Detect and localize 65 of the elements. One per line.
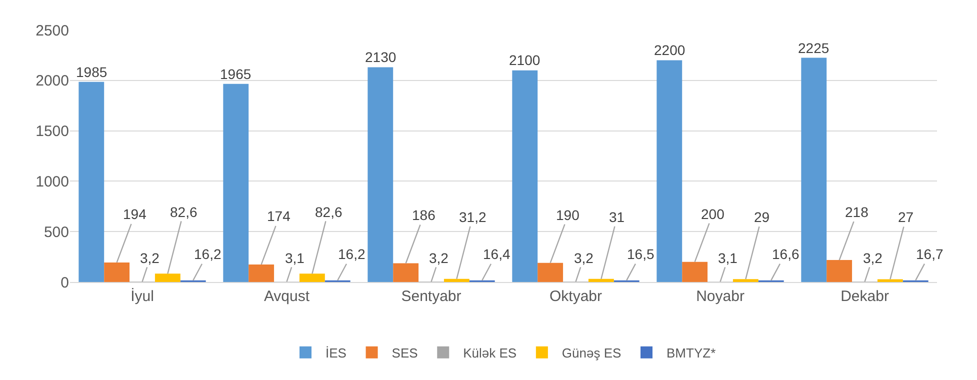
data-label: 3,2 xyxy=(574,250,594,266)
bar xyxy=(656,60,682,282)
x-tick-label: Oktyabr xyxy=(549,288,602,305)
data-label: 16,6 xyxy=(772,246,800,262)
bar xyxy=(368,67,394,282)
data-label: 3,1 xyxy=(285,250,305,266)
y-tick-label: 2000 xyxy=(36,72,69,90)
bar xyxy=(512,70,538,282)
y-tick-label: 1500 xyxy=(36,123,69,140)
bar xyxy=(104,262,130,282)
bar xyxy=(801,58,827,282)
legend-label: İES xyxy=(326,345,347,360)
data-label: 194 xyxy=(123,206,147,222)
data-label: 16,2 xyxy=(338,246,366,262)
legend-label: SES xyxy=(392,345,418,360)
data-label: 2130 xyxy=(365,49,396,65)
legend-label: Günəş ES xyxy=(562,345,622,360)
bar xyxy=(154,274,180,282)
data-label: 1965 xyxy=(220,66,252,82)
bar xyxy=(588,278,614,282)
x-tick-label: Avqust xyxy=(264,288,310,305)
data-label: 190 xyxy=(556,207,580,223)
legend-label: BMTYZ* xyxy=(666,345,716,360)
x-tick-label: Noyabr xyxy=(696,288,744,305)
data-label: 16,2 xyxy=(194,246,222,262)
bar xyxy=(682,262,708,282)
bar xyxy=(223,84,249,282)
data-label: 16,4 xyxy=(483,246,510,262)
legend-label: Külək ES xyxy=(463,345,517,360)
data-label: 3,2 xyxy=(429,250,449,266)
data-label: 3,2 xyxy=(863,250,883,266)
data-label: 3,1 xyxy=(718,250,738,266)
data-label: 186 xyxy=(412,207,436,223)
x-tick-label: Sentyabr xyxy=(401,288,462,305)
data-label: 3,2 xyxy=(140,250,160,266)
bar xyxy=(826,260,852,282)
data-label: 27 xyxy=(898,209,914,225)
bar xyxy=(299,274,325,282)
x-tick-label: İyul xyxy=(130,287,154,305)
data-label: 82,6 xyxy=(315,204,342,220)
data-label: 31,2 xyxy=(459,209,486,225)
bar xyxy=(732,279,758,282)
data-label: 2100 xyxy=(509,52,540,68)
data-label: 200 xyxy=(701,206,725,222)
y-tick-label: 1000 xyxy=(36,173,69,190)
data-label: 1985 xyxy=(76,64,108,80)
data-label: 218 xyxy=(845,204,869,220)
data-label: 2200 xyxy=(654,42,686,58)
data-label: 2225 xyxy=(798,40,830,56)
data-label: 29 xyxy=(754,209,770,225)
y-tick-label: 2500 xyxy=(36,22,69,40)
data-label: 174 xyxy=(267,208,291,224)
data-label: 82,6 xyxy=(170,204,198,220)
bar xyxy=(393,263,419,282)
bar xyxy=(877,279,903,282)
data-label: 16,7 xyxy=(916,246,944,262)
bar xyxy=(538,262,564,282)
y-tick-label: 0 xyxy=(60,274,69,292)
x-tick-label: Dekabr xyxy=(840,288,889,305)
data-label: 16,5 xyxy=(627,246,654,262)
data-label: 31 xyxy=(609,209,625,225)
bar xyxy=(78,82,104,282)
bar xyxy=(444,278,470,282)
y-tick-label: 500 xyxy=(44,224,69,241)
bar xyxy=(248,264,274,282)
